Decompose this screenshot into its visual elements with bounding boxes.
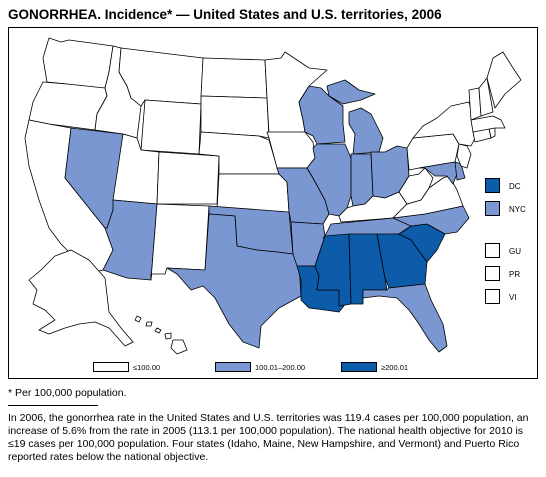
state-new-mexico <box>150 203 210 281</box>
territory-label-nyc: NYC <box>509 205 526 214</box>
footnote-divider <box>8 405 98 406</box>
state-west-virginia <box>398 167 434 205</box>
state-wisconsin <box>298 85 346 145</box>
legend-swatch-high <box>341 362 377 372</box>
state-washington <box>42 37 114 89</box>
us-map <box>24 37 522 355</box>
legend-label-low: ≤100.00 <box>133 363 161 372</box>
state-michigan-upper <box>326 79 376 105</box>
territory-swatch-gu <box>485 243 500 258</box>
legend-swatch-mid <box>215 362 251 372</box>
legend-swatch-low <box>93 362 129 372</box>
footnote: * Per 100,000 population. <box>8 387 127 399</box>
state-florida <box>362 283 448 353</box>
territory-label-gu: GU <box>509 247 521 256</box>
territory-label-vi: VI <box>509 293 517 302</box>
state-north-dakota <box>200 57 268 99</box>
state-new-jersey <box>456 143 472 169</box>
summary-paragraph: In 2006, the gonorrhea rate in the Unite… <box>8 412 529 463</box>
state-indiana <box>350 153 374 207</box>
state-alaska <box>28 249 134 347</box>
state-wyoming <box>140 99 202 155</box>
state-hawaii <box>134 315 188 355</box>
territory-swatch-vi <box>485 289 500 304</box>
territory-label-dc: DC <box>509 182 521 191</box>
state-colorado <box>156 151 220 205</box>
legend-label-mid: 100.01–200.00 <box>255 363 306 372</box>
state-south-dakota <box>200 95 270 139</box>
state-michigan <box>348 107 384 155</box>
territory-swatch-nyc <box>485 201 500 216</box>
state-texas <box>166 213 302 349</box>
territory-swatch-dc <box>485 178 500 193</box>
state-maine <box>486 51 522 109</box>
state-montana <box>118 47 204 107</box>
state-kansas <box>216 173 290 213</box>
page-title: GONORRHEA. Incidence* — United States an… <box>8 7 442 22</box>
state-massachusetts <box>470 115 506 133</box>
state-delaware <box>454 161 466 181</box>
legend-label-high: ≥200.01 <box>381 363 409 372</box>
territory-swatch-pr <box>485 266 500 281</box>
state-new-hampshire <box>478 77 494 117</box>
territory-label-pr: PR <box>509 270 521 279</box>
map-frame: DC NYC GU PR VI ≤100.00 100.01–200.00 ≥2… <box>8 27 538 379</box>
